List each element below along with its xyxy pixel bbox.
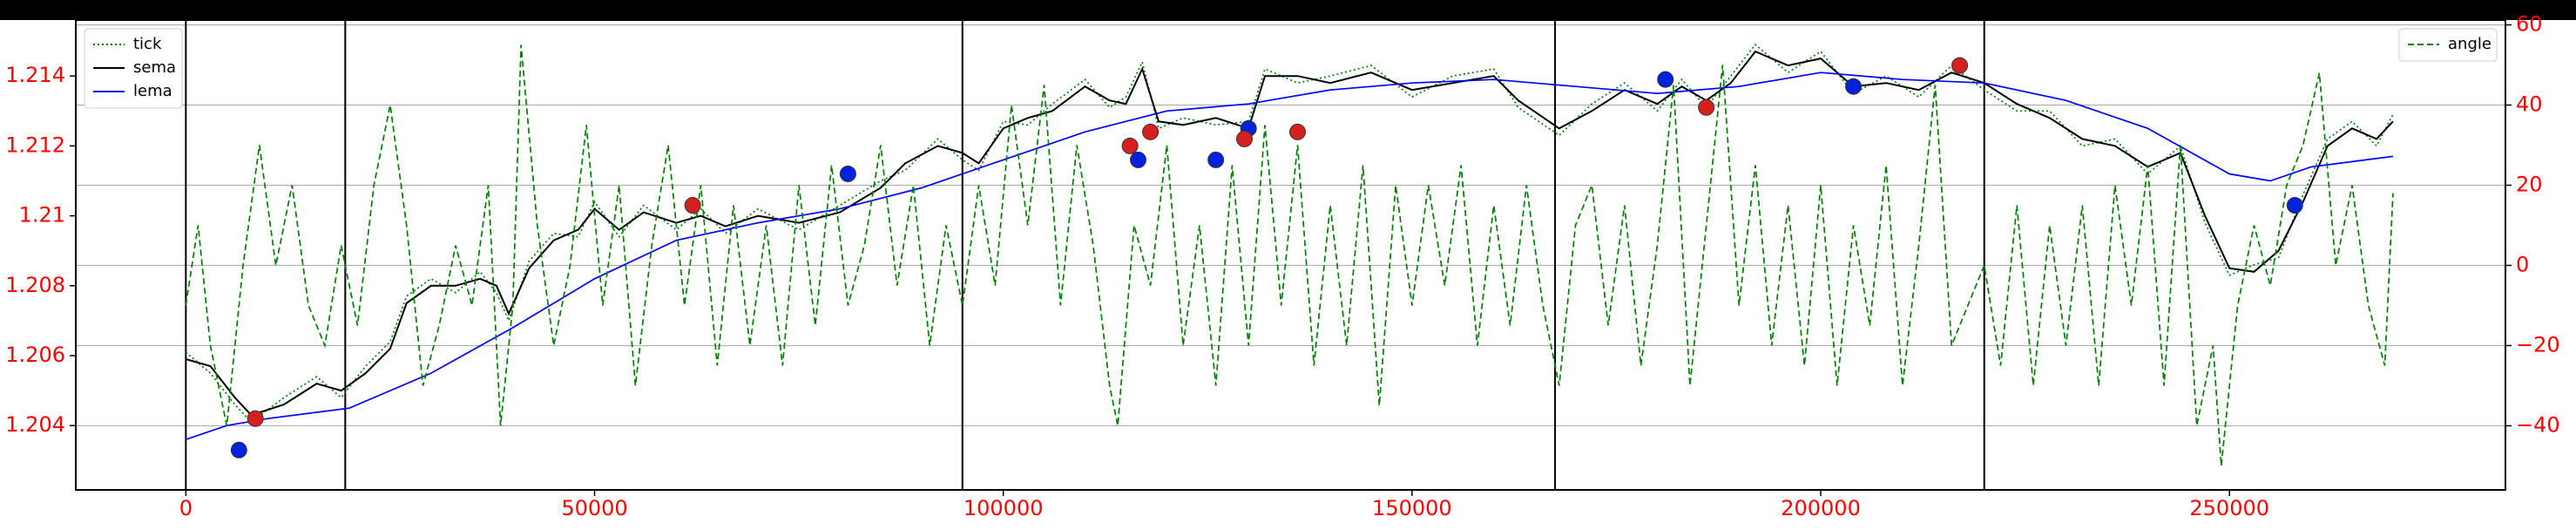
- series-line: [185, 43, 2394, 424]
- signal-point: [1951, 57, 1969, 74]
- signal-point: [1288, 123, 1306, 140]
- signal-point: [1657, 71, 1674, 88]
- y-tick-label: 1.208: [5, 273, 65, 297]
- y-tick-label: 1.212: [5, 132, 65, 157]
- signal-point: [1236, 130, 1254, 147]
- series-line: [186, 71, 2394, 441]
- x-tick-label: 50000: [561, 496, 627, 520]
- y2-tick-label: 20: [2516, 172, 2543, 196]
- signal-point: [247, 410, 264, 427]
- x-tick-label: 200000: [1781, 496, 1861, 520]
- plot-area: [76, 20, 2505, 490]
- y2-tick-label: 40: [2516, 92, 2543, 116]
- y2-tick-label: −20: [2516, 332, 2560, 357]
- signal-point: [1207, 151, 1225, 168]
- x-tick-label: 0: [179, 496, 193, 520]
- series-line: [186, 50, 2394, 417]
- legend-box: [2398, 28, 2498, 62]
- signal-point: [230, 441, 247, 459]
- signal-point: [1121, 137, 1139, 154]
- x-tick-label: 100000: [963, 496, 1044, 520]
- signal-point: [1130, 151, 1147, 168]
- legend-label: tick: [133, 35, 162, 53]
- legend: tick sema lema: [84, 28, 183, 109]
- signal-point: [684, 197, 701, 214]
- x-tick-label: 250000: [2189, 496, 2269, 520]
- signal-point: [839, 165, 856, 182]
- y2-tick-label: 0: [2516, 252, 2529, 276]
- y-tick-label: 1.21: [19, 203, 65, 228]
- signal-point: [2286, 197, 2303, 214]
- y2-tick-label: 60: [2516, 12, 2543, 37]
- plot-frame: [75, 19, 2506, 491]
- x-tick-label: 150000: [1372, 496, 1452, 520]
- y2-tick-label: −40: [2516, 412, 2560, 437]
- signal-point: [1698, 99, 1715, 116]
- legend-label: sema: [133, 58, 176, 77]
- legend-box: [84, 28, 183, 109]
- y-tick-label: 1.214: [5, 63, 65, 87]
- legend: angle: [2398, 28, 2498, 62]
- series-line: [185, 44, 2394, 466]
- signal-point: [1142, 123, 1160, 140]
- y-tick-label: 1.206: [5, 343, 65, 367]
- top-band: [0, 0, 2576, 20]
- legend-label: angle: [2448, 35, 2491, 53]
- signal-point: [1845, 78, 1863, 95]
- legend-label: lema: [133, 82, 172, 100]
- y-tick-label: 1.204: [5, 412, 65, 437]
